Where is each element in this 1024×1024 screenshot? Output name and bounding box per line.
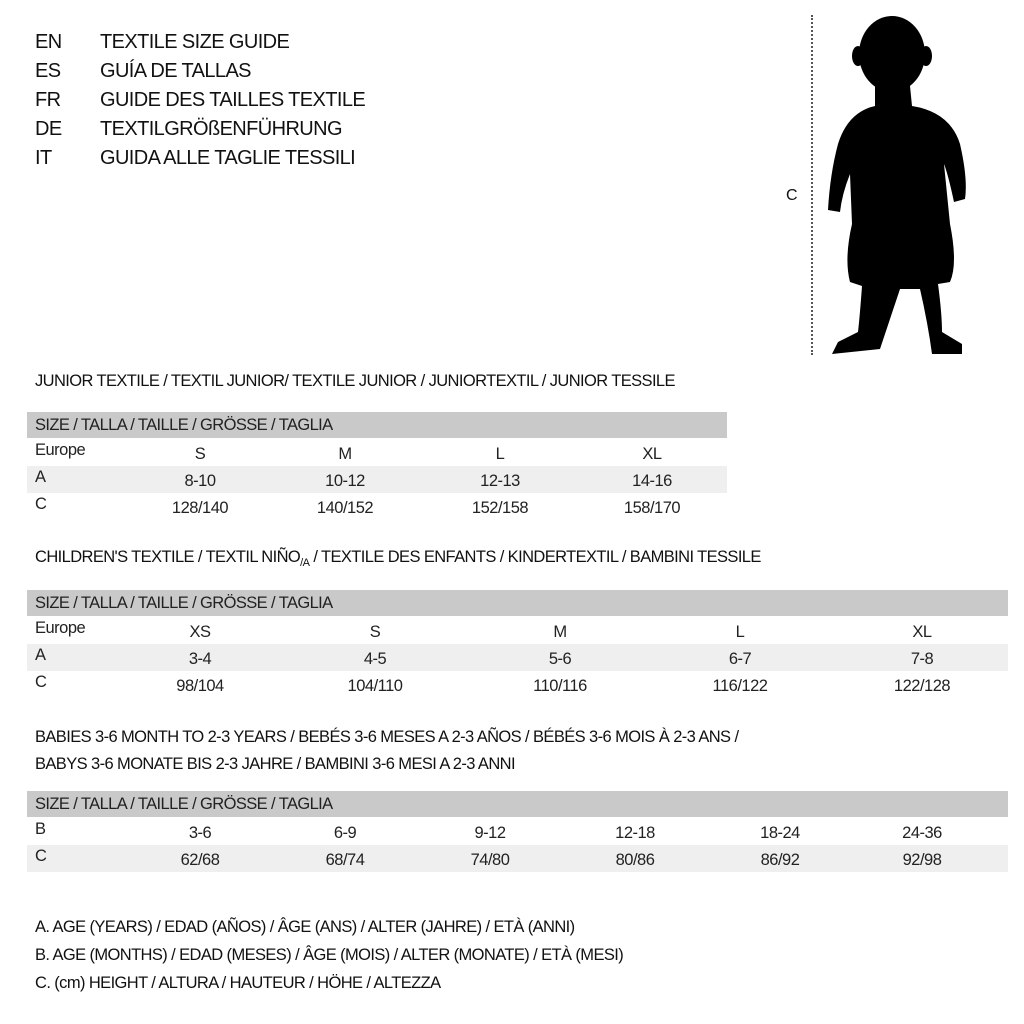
- legend-b: B. AGE (MONTHS) / EDAD (MESES) / ÂGE (MO…: [35, 946, 624, 964]
- table-cell: M: [553, 623, 567, 641]
- table-header: SIZE / TALLA / TAILLE / GRÖSSE / TAGLIA: [27, 412, 727, 438]
- title-part: / TEXTILE DES ENFANTS / KINDERTEXTIL / B…: [309, 548, 761, 566]
- table-cell: 128/140: [171, 499, 229, 517]
- legend-c: C. (cm) HEIGHT / ALTURA / HAUTEUR / HÖHE…: [35, 974, 441, 992]
- language-title: TEXTILE SIZE GUIDE: [100, 31, 290, 53]
- table-cell: 14-16: [632, 472, 672, 490]
- table-cell: 86/92: [760, 851, 800, 869]
- babies-size-table: SIZE / TALLA / TAILLE / GRÖSSE / TAGLIA …: [27, 791, 1008, 872]
- table-cell: 140/152: [316, 499, 374, 517]
- language-code: DE: [35, 118, 62, 140]
- babies-section-title-line1: BABIES 3-6 MONTH TO 2-3 YEARS / BEBÉS 3-…: [35, 728, 739, 746]
- row-label: C: [35, 673, 47, 691]
- table-cell: 12-13: [480, 472, 520, 490]
- table-cell: 104/110: [347, 677, 403, 695]
- child-silhouette-icon: [828, 16, 966, 354]
- language-title: GUIDA ALLE TAGLIE TESSILI: [100, 147, 356, 169]
- table-row: A 3-4 4-5 5-6 6-7 7-8: [27, 644, 1008, 671]
- table-cell: 4-5: [363, 650, 387, 668]
- height-label: C: [786, 187, 798, 204]
- table-cell: 116/122: [712, 677, 768, 695]
- table-cell: 9-12: [474, 824, 506, 842]
- table-row: C 62/68 68/74 74/80 80/86 86/92 92/98: [27, 845, 1008, 872]
- table-row: Europe XS S M L XL: [27, 617, 1008, 644]
- table-cell: 6-9: [333, 824, 357, 842]
- language-code: IT: [35, 147, 52, 169]
- table-cell: L: [735, 623, 745, 641]
- junior-size-table: SIZE / TALLA / TAILLE / GRÖSSE / TAGLIA …: [27, 412, 727, 520]
- table-row: C 98/104 104/110 110/116 116/122 122/128: [27, 671, 1008, 698]
- row-label: B: [35, 820, 46, 838]
- table-cell: 80/86: [615, 851, 655, 869]
- table-row: A 8-10 10-12 12-13 14-16: [27, 466, 727, 493]
- table-cell: 92/98: [902, 851, 942, 869]
- table-cell: 68/74: [325, 851, 365, 869]
- table-cell: 110/116: [533, 677, 587, 695]
- table-cell: 98/104: [176, 677, 224, 695]
- table-cell: 3-4: [188, 650, 212, 668]
- table-cell: XS: [189, 623, 211, 641]
- language-code: FR: [35, 89, 61, 111]
- table-cell: 18-24: [760, 824, 800, 842]
- table-row: B 3-6 6-9 9-12 12-18 18-24 24-36: [27, 818, 1008, 845]
- children-size-table: SIZE / TALLA / TAILLE / GRÖSSE / TAGLIA …: [27, 590, 1008, 698]
- table-cell: S: [369, 623, 381, 641]
- table-cell: 74/80: [470, 851, 510, 869]
- babies-section-title-line2: BABYS 3-6 MONATE BIS 2-3 JAHRE / BAMBINI…: [35, 755, 516, 773]
- children-section-title: CHILDREN'S TEXTILE / TEXTIL NIÑO/A / TEX…: [35, 548, 761, 569]
- title-part: CHILDREN'S TEXTILE / TEXTIL NIÑO: [35, 548, 301, 566]
- table-cell: 62/68: [180, 851, 220, 869]
- table-cell: 122/128: [893, 677, 951, 695]
- table-cell: 3-6: [188, 824, 212, 842]
- table-cell: 6-7: [728, 650, 752, 668]
- table-cell: M: [338, 445, 352, 463]
- table-header: SIZE / TALLA / TAILLE / GRÖSSE / TAGLIA: [27, 590, 1008, 616]
- table-cell: 8-10: [184, 472, 216, 490]
- language-title: TEXTILGRÖßENFÜHRUNG: [100, 118, 343, 140]
- row-label: A: [35, 468, 46, 486]
- table-cell: 12-18: [615, 824, 655, 842]
- table-cell: XL: [912, 623, 932, 641]
- row-label: Europe: [35, 619, 86, 637]
- table-cell: S: [194, 445, 206, 463]
- row-label: A: [35, 646, 46, 664]
- row-label: C: [35, 495, 47, 513]
- table-cell: 5-6: [548, 650, 572, 668]
- row-label: Europe: [35, 441, 86, 459]
- table-header: SIZE / TALLA / TAILLE / GRÖSSE / TAGLIA: [27, 791, 1008, 817]
- row-label: C: [35, 847, 47, 865]
- table-row: Europe S M L XL: [27, 439, 727, 466]
- table-cell: 7-8: [910, 650, 934, 668]
- table-cell: XL: [642, 445, 662, 463]
- table-cell: 10-12: [325, 472, 365, 490]
- legend-a: A. AGE (YEARS) / EDAD (AÑOS) / ÂGE (ANS)…: [35, 918, 575, 936]
- table-cell: L: [495, 445, 505, 463]
- language-code: ES: [35, 60, 61, 82]
- table-row: C 128/140 140/152 152/158 158/170: [27, 493, 727, 520]
- title-subscript: /A: [300, 557, 310, 569]
- language-title: GUÍA DE TALLAS: [100, 60, 252, 82]
- junior-section-title: JUNIOR TEXTILE / TEXTIL JUNIOR/ TEXTILE …: [35, 372, 676, 390]
- language-title: GUIDE DES TAILLES TEXTILE: [100, 89, 366, 111]
- table-cell: 158/170: [623, 499, 681, 517]
- table-cell: 152/158: [471, 499, 529, 517]
- language-code: EN: [35, 31, 62, 53]
- height-measure-line: [811, 15, 813, 355]
- table-cell: 24-36: [902, 824, 942, 842]
